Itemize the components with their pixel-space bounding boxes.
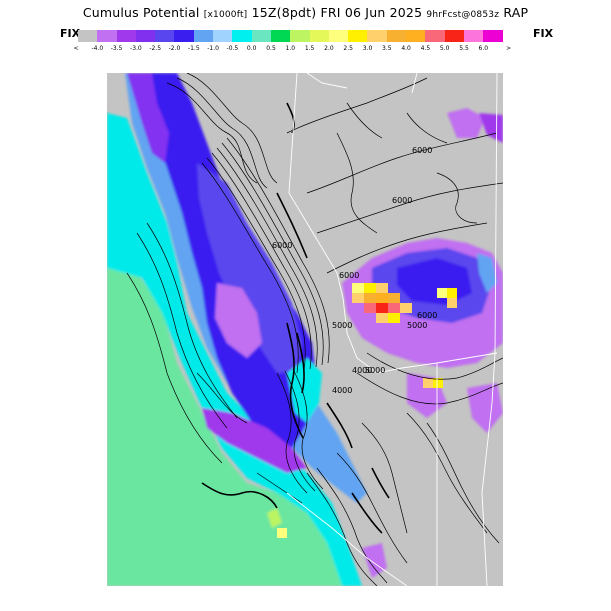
model-name: RAP (503, 5, 529, 20)
legend-tick-label: -1.5 (187, 45, 200, 52)
legend-tick-label: 4.5 (420, 45, 431, 52)
legend-ticks: < -4.0 -3.5 -3.0 -2.5 -2.0 -1.5 -1.0 -0.5 0.0 0.5 1… (70, 45, 540, 57)
legend-swatch (425, 30, 445, 42)
contour-label: 5000 (407, 321, 427, 330)
legend-swatch (213, 30, 233, 42)
legend-tick-label: 1.0 (285, 45, 296, 52)
map-panel: 6000 6000 6000 6000 6000 5000 5000 5000 … (107, 73, 503, 586)
legend-tick-label: 5.0 (439, 45, 450, 52)
legend-swatch (463, 30, 484, 42)
legend-swatch (78, 30, 98, 42)
legend-swatch (116, 30, 136, 42)
cumulus-potential-map: 6000 6000 6000 6000 6000 5000 5000 5000 … (107, 73, 503, 586)
legend-swatch (290, 30, 310, 42)
legend-tick-label: -3.0 (130, 45, 142, 52)
fix-label-left: FIX (60, 27, 81, 40)
legend-less-symbol: < (73, 45, 79, 52)
legend-tick-label: 1.5 (304, 45, 315, 52)
legend-swatch (232, 30, 252, 42)
legend-swatch (97, 30, 117, 42)
fix-label-right: FIX (533, 27, 554, 40)
legend-tick-label: 5.5 (459, 45, 469, 52)
legend-tick-label: 4.0 (401, 45, 411, 52)
units-label: [x1000ft] (203, 10, 248, 20)
legend-greater-symbol: > (506, 45, 512, 52)
legend-swatch (483, 30, 503, 42)
valid-time: 15Z(8pdt) FRI 06 Jun 2025 (251, 5, 423, 20)
contour-label: 6000 (417, 311, 437, 320)
legend-tick-label: 0.0 (246, 45, 257, 52)
legend-swatch (270, 30, 291, 42)
legend-tick-label: -0.5 (226, 45, 239, 52)
legend-tick-label: -1.0 (207, 45, 219, 52)
contour-label: 6000 (392, 196, 412, 205)
contours (126, 73, 503, 586)
legend-tick-label: -4.0 (91, 45, 104, 52)
legend-swatch (155, 30, 175, 42)
legend-tick-label: 3.0 (362, 45, 373, 52)
legend-tick-label: 0.5 (266, 45, 276, 52)
contour-label: 5000 (365, 366, 385, 375)
legend-swatch (193, 30, 214, 42)
contour-label: 6000 (272, 241, 292, 250)
legend-swatch (328, 30, 349, 42)
contour-label: 4000 (352, 366, 372, 375)
legend-swatch (406, 30, 426, 42)
indigo-core (197, 163, 302, 373)
legend-tick-label: -2.5 (149, 45, 162, 52)
contour-label: 6000 (412, 146, 432, 155)
legend-swatch (367, 30, 387, 42)
color-legend (78, 30, 503, 42)
legend-swatch (251, 30, 271, 42)
contour-label: 6000 (339, 271, 359, 280)
legend-swatch (309, 30, 329, 42)
legend-tick-label: 6.0 (478, 45, 489, 52)
legend-swatch (174, 30, 194, 42)
contour-label: 5000 (332, 321, 352, 330)
warm-patch (277, 283, 457, 538)
ocean-green-area (107, 263, 357, 586)
legend-tick-label: -3.5 (110, 45, 123, 52)
legend-swatch (348, 30, 368, 42)
legend-tick-label: 3.5 (382, 45, 392, 52)
product-name: Cumulus Potential (82, 5, 200, 20)
contour-labels: 6000 6000 6000 6000 6000 5000 5000 5000 … (272, 146, 437, 395)
legend-tick-label: 2.5 (343, 45, 353, 52)
legend-tick-label: -2.0 (168, 45, 181, 52)
legend-swatch (444, 30, 464, 42)
chart-title: Cumulus Potential [x1000ft] 15Z(8pdt) FR… (0, 5, 611, 20)
forecast-info: 9hrFcst@0853z (426, 10, 500, 20)
legend-tick-label: 2.0 (324, 45, 334, 52)
contour-label: 4000 (332, 386, 352, 395)
legend-swatch (135, 30, 156, 42)
legend-swatch (386, 30, 407, 42)
state-borders (286, 73, 498, 586)
